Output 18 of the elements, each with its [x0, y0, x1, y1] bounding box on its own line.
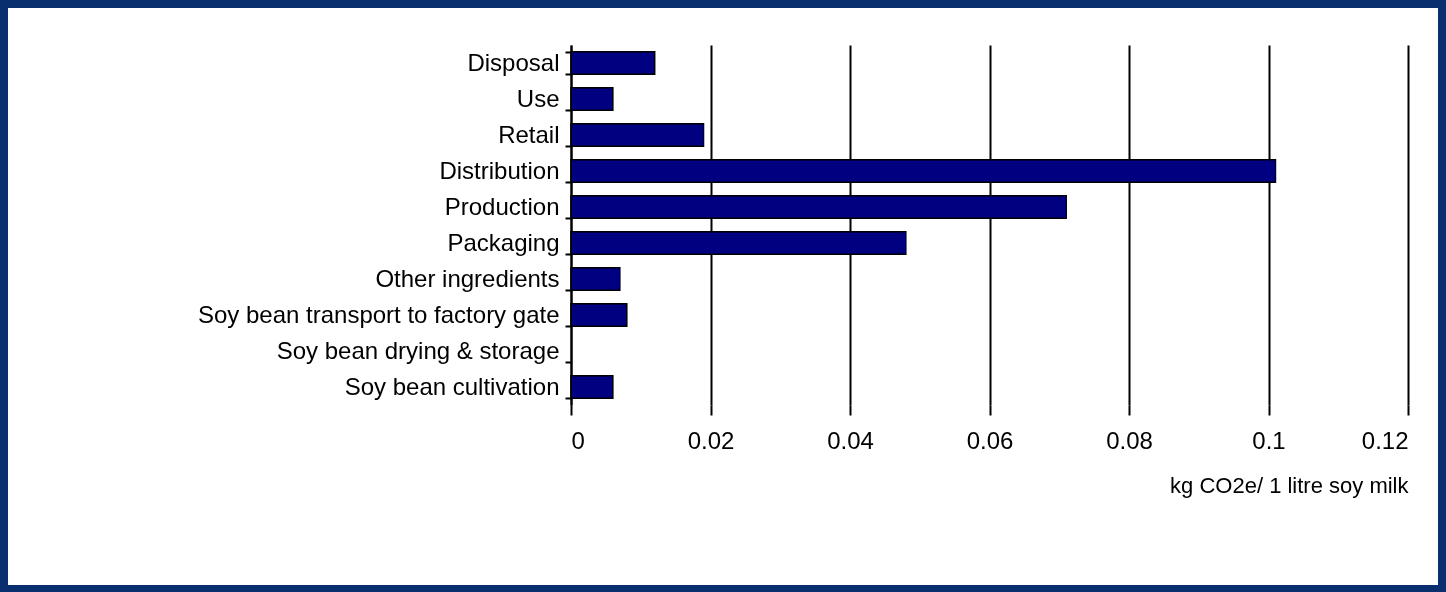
x-tick-label: 0 [571, 426, 585, 454]
x-tick-label: 0.06 [966, 426, 1014, 454]
x-tick-label: 0.12 [1361, 426, 1409, 454]
y-tick-label: Soy bean drying & storage [276, 336, 560, 364]
y-tick-label: Use [516, 84, 560, 112]
x-axis-title: kg CO2e/ 1 litre soy milk [1170, 472, 1410, 498]
x-tick-label: 0.04 [827, 426, 874, 454]
y-tick-label: Distribution [439, 156, 560, 184]
y-tick-label: Soy bean transport to factory gate [197, 300, 560, 328]
y-tick-label: Production [444, 192, 560, 220]
y-tick-label: Other ingredients [375, 264, 560, 292]
y-tick-label: Disposal [467, 48, 560, 76]
x-tick-label: 0.02 [687, 426, 735, 454]
y-tick-label: Soy bean cultivation [344, 372, 560, 400]
x-tick-label: 0.1 [1252, 426, 1286, 454]
x-tick-label: 0.08 [1106, 426, 1153, 454]
y-tick-label: Retail [498, 120, 560, 148]
y-tick-label: Packaging [447, 228, 560, 256]
